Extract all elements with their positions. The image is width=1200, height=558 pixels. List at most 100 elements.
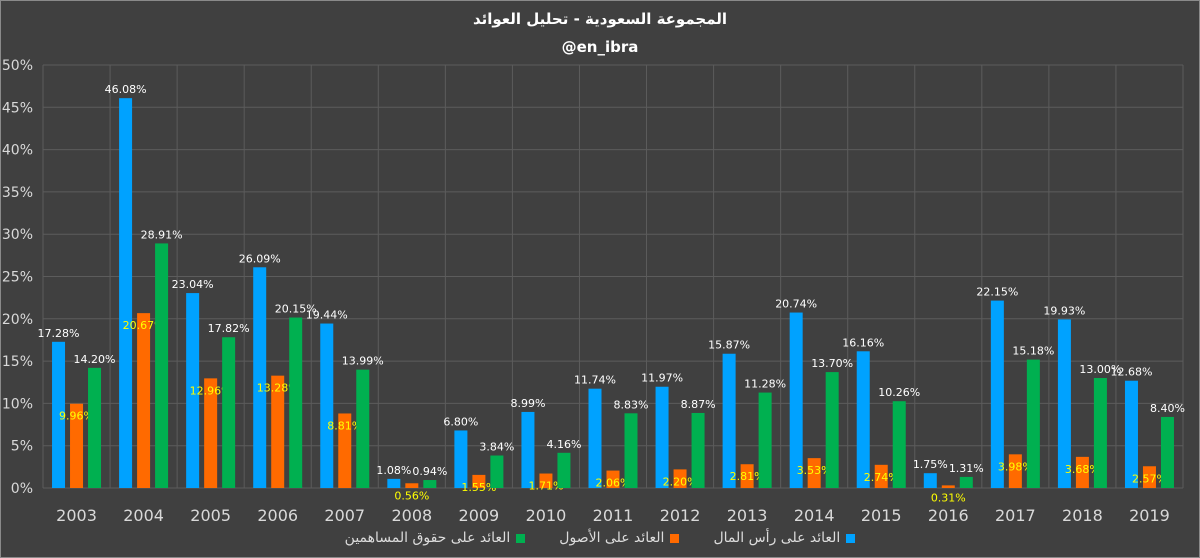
bar-series-0	[722, 353, 736, 488]
x-tick-label: 2006	[257, 506, 298, 525]
data-label-series-2: 14.20%	[74, 353, 116, 366]
data-label-series-0: 11.74%	[574, 374, 616, 387]
data-label-series-2: 0.94%	[412, 465, 447, 478]
bar-series-2	[557, 452, 571, 488]
x-tick-label: 2014	[794, 506, 835, 525]
bar-series-2	[1093, 378, 1107, 488]
data-label-series-2: 13.00%	[1079, 363, 1121, 376]
x-tick-label: 2013	[727, 506, 768, 525]
data-label-series-1: 2.81%	[730, 470, 765, 483]
data-label-series-2: 20.15%	[275, 303, 317, 316]
data-label-series-1: 12.96%	[190, 384, 232, 397]
chart-title: المجموعة السعودية - تحليل العوائد	[472, 10, 728, 28]
data-label-series-2: 8.87%	[681, 398, 716, 411]
data-label-series-0: 1.75%	[913, 458, 948, 471]
data-label-series-2: 8.83%	[614, 398, 649, 411]
x-tick-label: 2007	[324, 506, 365, 525]
data-label-series-0: 17.28%	[38, 327, 80, 340]
legend-swatch-capital	[846, 533, 856, 543]
bar-series-1	[606, 470, 620, 488]
bar-series-2	[423, 480, 437, 488]
chart-subtitle: @en_ibra	[561, 38, 639, 56]
y-tick-label: 15%	[2, 354, 33, 370]
bar-series-2	[825, 372, 839, 488]
bar-series-1	[338, 413, 352, 488]
bar-series-2	[892, 401, 906, 488]
bar-series-0	[387, 478, 401, 488]
bar-series-0	[923, 473, 937, 488]
x-tick-label: 2005	[190, 506, 231, 525]
bar-series-0	[990, 300, 1004, 488]
y-tick-label: 35%	[2, 185, 33, 201]
x-tick-label: 2015	[861, 506, 902, 525]
bar-series-0	[1057, 319, 1071, 488]
data-label-series-1: 2.06%	[596, 477, 631, 490]
bar-series-2	[289, 317, 303, 488]
legend-item-capital: العائد على رأس المال	[713, 530, 856, 546]
data-label-series-0: 1.08%	[376, 464, 411, 477]
bar-series-1	[137, 313, 151, 488]
x-tick-label: 2010	[526, 506, 567, 525]
data-label-series-1: 0.31%	[931, 491, 966, 504]
bar-series-2	[758, 392, 772, 488]
bar-series-2	[222, 337, 236, 488]
bar-series-0	[655, 386, 669, 488]
data-label-series-2: 28.91%	[141, 228, 183, 241]
bar-series-2	[88, 367, 102, 488]
x-tick-label: 2018	[1062, 506, 1103, 525]
data-label-series-1: 3.68%	[1065, 463, 1100, 476]
y-tick-label: 45%	[2, 100, 33, 116]
data-label-series-1: 9.96%	[59, 410, 94, 423]
y-tick-label: 40%	[2, 143, 33, 159]
data-label-series-2: 15.18%	[1012, 345, 1054, 358]
chart-legend: العائد على حقوق المساهمين العائد على الأ…	[0, 530, 1200, 546]
x-tick-label: 2008	[391, 506, 432, 525]
bar-series-2	[624, 413, 638, 488]
bar-series-2	[691, 412, 705, 488]
data-label-series-2: 17.82%	[208, 322, 250, 335]
bar-series-2	[490, 455, 504, 488]
data-label-series-1: 2.57%	[1132, 472, 1167, 485]
data-label-series-1: 1.71%	[528, 480, 563, 493]
bar-series-1	[405, 483, 419, 488]
data-label-series-2: 8.40%	[1150, 402, 1185, 415]
data-label-series-2: 13.70%	[811, 357, 853, 370]
x-tick-label: 2019	[1129, 506, 1170, 525]
bar-series-1	[740, 464, 754, 488]
y-tick-label: 10%	[2, 396, 33, 412]
bar-series-2	[356, 369, 370, 488]
x-tick-label: 2016	[928, 506, 969, 525]
data-label-series-0: 11.97%	[641, 372, 683, 385]
bar-series-2	[155, 243, 169, 488]
legend-item-assets: العائد على الأصول	[559, 530, 680, 546]
bar-series-0	[588, 388, 602, 488]
data-label-series-1: 8.81%	[327, 419, 362, 432]
data-label-series-2: 10.26%	[878, 386, 920, 399]
data-label-series-1: 13.28%	[257, 382, 299, 395]
data-label-series-2: 11.28%	[744, 378, 786, 391]
x-tick-label: 2003	[56, 506, 97, 525]
bar-series-1	[539, 473, 553, 488]
bar-series-0	[119, 98, 133, 488]
bar-series-1	[807, 458, 821, 488]
bar-series-1	[70, 403, 84, 488]
data-label-series-1: 1.55%	[461, 481, 496, 494]
data-label-series-0: 20.74%	[775, 298, 817, 311]
data-label-series-1: 3.53%	[797, 464, 832, 477]
y-tick-label: 50%	[2, 58, 33, 74]
bar-series-1	[204, 378, 218, 488]
data-label-series-1: 3.98%	[998, 460, 1033, 473]
data-label-series-1: 0.56%	[394, 489, 429, 502]
bar-series-0	[789, 312, 803, 488]
y-tick-label: 5%	[11, 439, 33, 455]
bar-series-1	[941, 485, 955, 488]
legend-label-capital: العائد على رأس المال	[713, 530, 841, 546]
data-label-series-2: 1.31%	[949, 462, 984, 475]
data-label-series-0: 26.09%	[239, 252, 281, 265]
data-label-series-2: 13.99%	[342, 355, 384, 368]
data-label-series-0: 23.04%	[172, 278, 214, 291]
y-tick-label: 20%	[2, 312, 33, 328]
y-tick-label: 0%	[11, 481, 33, 497]
bar-series-2	[1026, 359, 1040, 488]
